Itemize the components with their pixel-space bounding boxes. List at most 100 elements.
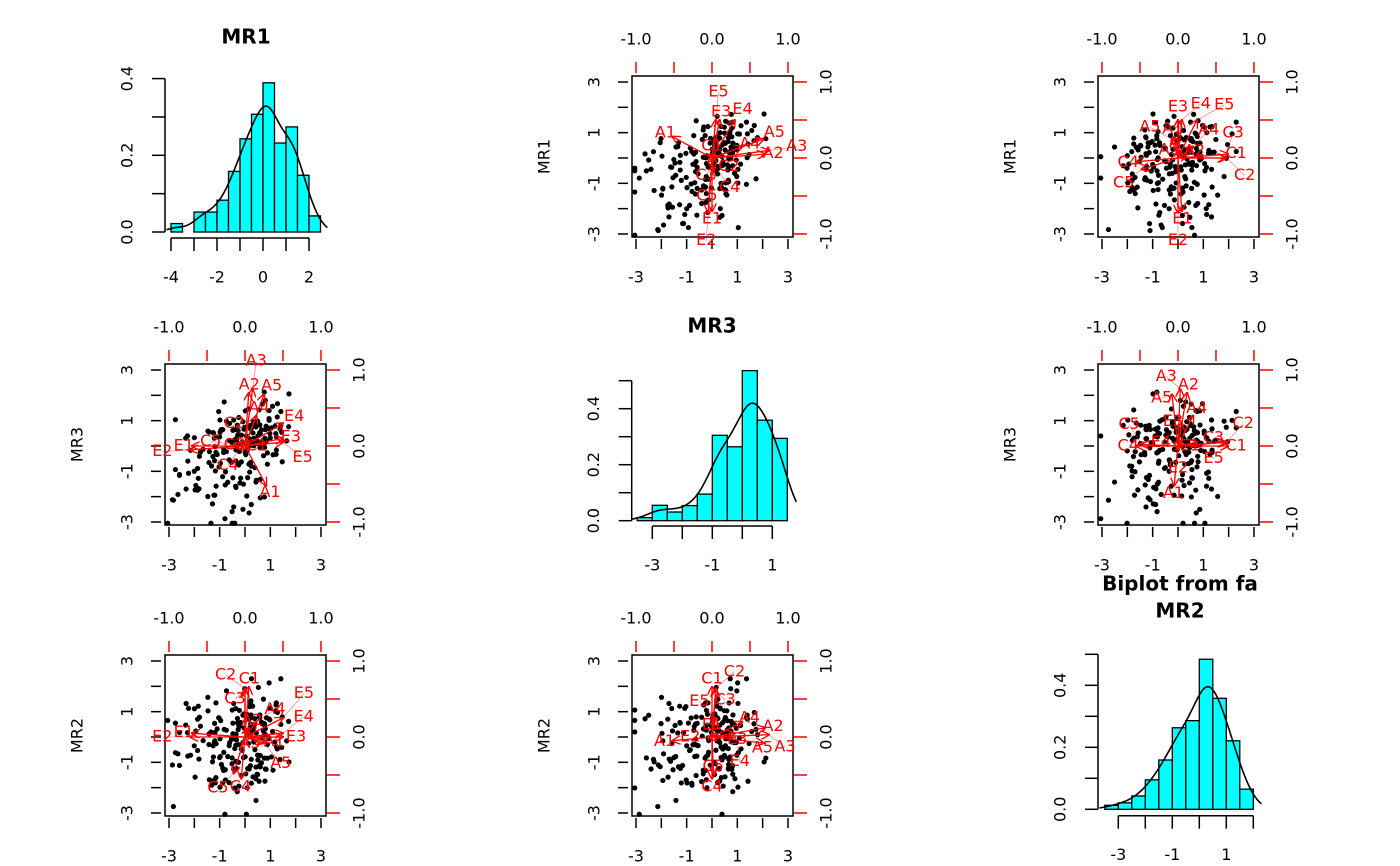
loading-arrow [234,736,246,773]
score-point [1168,151,1175,158]
score-point [1191,520,1198,526]
score-point [705,749,712,755]
right-axis-label: -1.0 [1283,218,1302,249]
score-point [632,168,638,174]
x-tick-label: 1 [767,556,777,575]
score-point [744,131,750,137]
top-axis-label: -1.0 [620,609,651,628]
y-tick-label: 3 [118,365,137,375]
y-tick-label: 1 [1051,128,1070,138]
score-point [212,720,218,726]
top-axis-label: 1.0 [1241,318,1266,337]
loading-label-leader [1149,126,1173,140]
y-tick-label: -1 [1051,175,1070,191]
score-point [1133,420,1139,426]
top-axis-label: 1.0 [775,609,800,628]
score-point [1159,417,1165,423]
score-point [744,155,750,161]
loading-label: C3 [1222,122,1243,141]
score-point [721,124,728,130]
score-point [643,755,649,761]
score-point [193,482,199,489]
score-point [632,707,638,713]
score-point [692,169,699,175]
score-point [286,391,292,397]
score-point [1129,474,1135,480]
score-point [200,737,206,744]
y-tick-label: 1 [585,707,604,717]
score-point [273,451,279,457]
loading-arrow [708,157,712,213]
score-point [670,767,676,773]
top-axis-label: 0.0 [232,318,257,337]
score-point [659,730,665,736]
score-point [1180,520,1186,526]
loading-label-leader [1192,129,1210,147]
y-axis-title: MR1 [535,139,554,174]
score-point [248,756,254,762]
score-point [246,510,252,516]
score-point [210,453,216,460]
score-point [1209,184,1215,190]
right-axis-label: -1.0 [817,218,836,249]
loading-arrow [1178,120,1182,159]
loading-label-leader [282,716,304,734]
score-point [269,403,276,409]
score-point [1163,414,1169,420]
x-tick-label: 1 [732,847,742,866]
score-point [677,159,683,165]
score-point [632,729,638,735]
x-tick-label: -1 [1164,845,1180,864]
x-tick-label: 3 [316,847,326,866]
loading-label: A2 [241,710,262,729]
score-point [1209,426,1215,432]
loading-label: C2 [1234,165,1255,184]
score-point [1143,151,1149,157]
score-point [246,766,252,772]
score-point [677,719,683,726]
loading-label: C2 [224,413,245,432]
plot-box [631,654,794,817]
score-point [1152,120,1159,126]
y-tick-label: -3 [1051,226,1070,242]
score-point [184,729,191,736]
score-point [213,434,219,440]
loading-label-leader [715,92,719,121]
score-point [257,445,263,451]
score-point [692,180,698,186]
score-point [669,204,676,210]
y-tick-label: -3 [1051,514,1070,530]
top-axis-label: 0.0 [699,609,724,628]
score-point [260,696,267,702]
score-point [206,449,213,455]
score-point [666,214,672,220]
score-point [658,694,665,700]
score-point [1125,417,1131,423]
score-point [730,163,736,169]
score-point [218,761,225,768]
loading-label: A5 [270,753,291,772]
score-point [209,759,216,765]
score-point [278,721,284,728]
loading-label: E4 [732,99,752,118]
score-point [655,803,661,810]
score-point [684,743,690,749]
x-tick-label: 3 [316,556,326,575]
score-point [257,495,263,501]
loading-arrow [712,690,716,738]
loading-label: A4 [739,133,760,152]
loading-label: A1 [655,122,676,141]
score-point [284,738,290,744]
loading-label: E3 [286,726,306,745]
score-point [1202,161,1208,167]
score-point [1207,451,1213,457]
score-point [236,783,242,789]
score-point [1166,457,1172,463]
score-point [658,135,664,142]
score-point [194,747,201,754]
score-point [1206,202,1212,208]
score-point [267,705,273,711]
score-point [1181,482,1187,489]
top-axis-label: 1.0 [775,30,800,49]
score-point [1180,127,1187,134]
